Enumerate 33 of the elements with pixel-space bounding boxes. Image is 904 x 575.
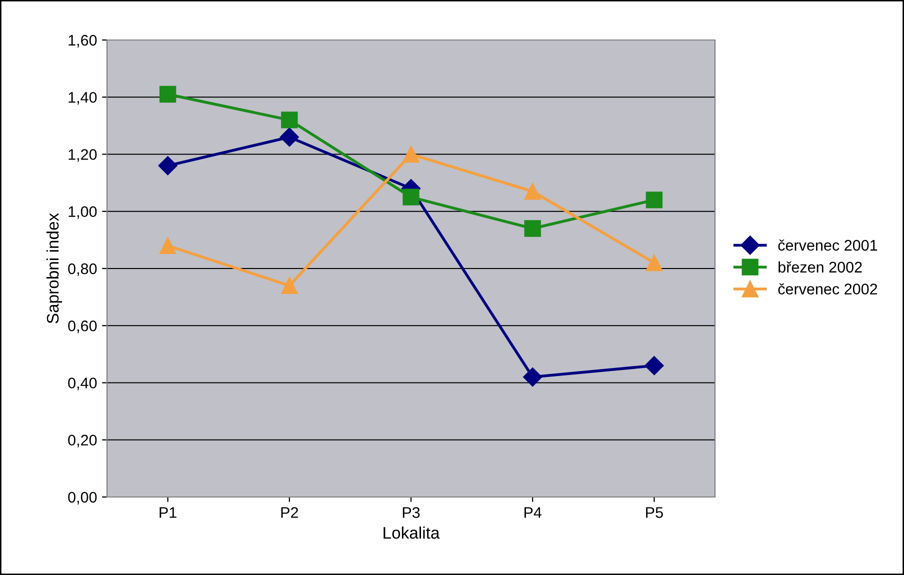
point [280,128,299,147]
y-tick-label: 0,00 [68,492,97,504]
x-tick-label: P4 [524,507,542,518]
legend-label: červenec 2002 [778,283,878,294]
x-tick-label: P1 [160,507,176,518]
x-tick-label: P3 [402,507,420,518]
point [646,192,663,208]
point [524,183,541,200]
point [402,188,420,206]
y-tick-label: 1,00 [68,206,97,219]
point [402,146,420,163]
legend-label: červenec 2001 [778,239,878,251]
y-axis-title: Saprobni index [46,213,62,324]
legend-label: březen 2002 [778,261,862,273]
point [646,254,663,272]
point [524,220,541,237]
y-tick-label: 0,20 [68,434,97,448]
point [159,86,176,103]
y-tick-label: 0,40 [68,378,97,390]
y-tick-label: 1,60 [68,34,97,48]
y-tick-label: 1,20 [68,149,97,162]
y-tick-label: 0,80 [68,263,97,276]
point [158,156,178,176]
point [281,112,298,128]
x-tick-label: P5 [646,507,663,518]
y-tick-label: 1,40 [68,92,97,105]
point [644,356,664,376]
x-tick-label: P2 [281,507,298,518]
y-tick-label: 0,60 [68,320,97,334]
point [159,237,176,254]
x-axis-title: Lokalita [384,526,440,539]
point [281,277,298,294]
point [523,368,542,387]
